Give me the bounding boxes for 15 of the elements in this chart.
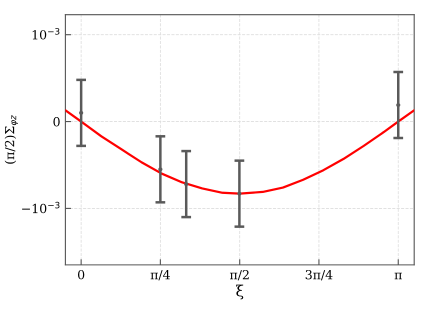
- line-series: [65, 109, 414, 195]
- x-tick-label: 0: [78, 270, 84, 280]
- y-tick-label: 0: [53, 117, 60, 126]
- point: [79, 110, 84, 115]
- point: [184, 182, 188, 186]
- point: [158, 167, 162, 172]
- y-tick-label: 10$^{−3}$: [32, 28, 60, 40]
- x-tick-label: 3π/4: [306, 270, 332, 280]
- point: [237, 192, 242, 196]
- x-tick-label: π: [394, 272, 402, 280]
- x-axis-title: ξ: [236, 284, 244, 300]
- y-tick-label: −10$^{−3}$: [22, 202, 60, 214]
- x-tick-label: π/2: [230, 270, 249, 280]
- y-axis-title: (π/2)Σ$_{φz}$: [4, 115, 18, 164]
- x-tick-label: π/4: [150, 270, 170, 280]
